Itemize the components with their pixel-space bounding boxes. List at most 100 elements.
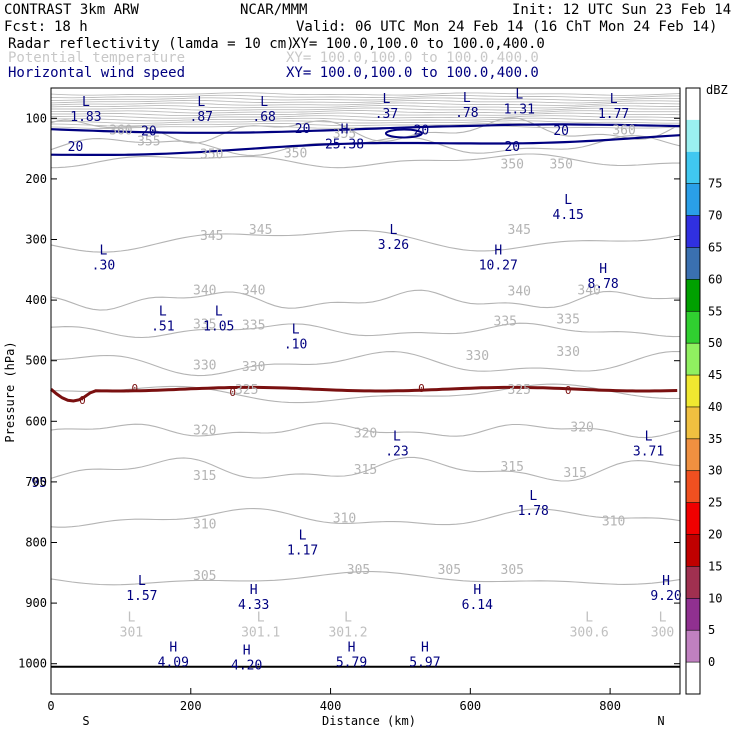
colorbar-swatch (686, 662, 700, 694)
colorbar-label: 5 (708, 623, 715, 637)
extremum-type-L: L (82, 95, 90, 110)
y-tick-label: 100 (25, 111, 47, 125)
colorbar-label: 65 (708, 240, 722, 254)
theta-contour-label: 350 (200, 148, 223, 163)
extremum-value: .37 (375, 107, 398, 122)
y-tick-label: 300 (25, 233, 47, 247)
x-end-label-south: S (82, 714, 89, 728)
y-tick-label: 600 (25, 414, 47, 428)
colorbar-swatch (686, 215, 700, 248)
colorbar-label: 15 (708, 559, 722, 573)
extremum-type-L: L (529, 489, 537, 504)
extrema-markers: L1.83L.87L.68L.37L.78L1.31L1.77H25.38L4.… (70, 87, 681, 673)
wind-contours (50, 123, 681, 156)
theta-contour-upper (50, 125, 681, 129)
colorbar-swatch (686, 88, 700, 120)
extremum-type-L: L (515, 87, 523, 102)
extremum-value: 5.79 (336, 656, 367, 671)
extremum-type-L: L (260, 95, 268, 110)
theta-contour-label: 345 (200, 229, 223, 244)
theta-contour-upper (50, 99, 681, 104)
theta-extremum-value: 301.1 (241, 625, 280, 640)
theta-contour-325 (50, 383, 680, 404)
colorbar-label: 70 (708, 209, 722, 223)
colorbar-title: dBZ (706, 83, 728, 97)
field-name-reflectivity: Radar reflectivity (lamda = 10 cm) (8, 36, 295, 52)
extremum-value: .30 (92, 259, 115, 274)
colorbar-label: 10 (708, 591, 722, 605)
colorbar-swatch (686, 502, 700, 535)
colorbar-label: 45 (708, 368, 722, 382)
y-axis-label: Pressure (hPa) (3, 341, 17, 442)
extremum-value: 1.57 (126, 589, 157, 604)
theta-contour-label: 310 (333, 511, 356, 526)
colorbar-swatch (686, 279, 700, 312)
x-tick-label: 0 (47, 699, 54, 713)
theta-contour-label: 350 (284, 146, 307, 161)
extremum-type-H: H (662, 574, 670, 589)
extremum-value: .78 (455, 106, 478, 121)
x-tick-label: 600 (459, 699, 481, 713)
colorbar: 0 5 10 15 20 25 30 35 40 45 50 55 60 65 70 75 (685, 87, 722, 695)
theta-contour-label: 340 (508, 285, 531, 300)
extremum-type-L: L (138, 574, 146, 589)
theta-contour-label: 330 (193, 359, 216, 374)
theta-contour-label: 335 (242, 319, 265, 334)
theta-contour-305 (50, 571, 681, 586)
extremum-type-L: L (564, 193, 572, 208)
theta-contours (50, 92, 681, 586)
theta-contour-upper (51, 115, 681, 119)
field-name-theta: Potential temperature (8, 50, 185, 66)
x-tick-label: 800 (599, 699, 621, 713)
theta-contour-label: 310 (602, 514, 625, 529)
theta-extremum-type: L (127, 610, 135, 625)
theta-extremum-value: 301 (120, 625, 143, 640)
extremum-value: 1.05 (203, 319, 234, 334)
wind-contour-20-closed (384, 128, 423, 139)
wind-contour-label: 20 (504, 140, 520, 155)
theta-contour-label: 355 (137, 134, 160, 149)
extremum-value: 4.09 (158, 656, 189, 671)
colorbar-swatch (686, 630, 700, 663)
theta-contour-label: 325 (508, 383, 531, 398)
theta-contour-label: 305 (501, 563, 524, 578)
extremum-value: .87 (190, 110, 213, 125)
extremum-type-L: L (463, 91, 471, 106)
extremum-value: .68 (252, 110, 275, 125)
theta-contour-upper (50, 102, 681, 106)
extremum-type-H: H (494, 244, 502, 259)
theta-contour-label: 305 (438, 563, 461, 578)
theta-contour-label: 330 (556, 345, 579, 360)
colorbar-swatch (686, 470, 700, 503)
colorbar-swatch (686, 183, 700, 216)
y-tick-label: 400 (25, 293, 47, 307)
theta-contour-label: 310 (193, 517, 216, 532)
reflectivity-contour-label: 0 (79, 394, 86, 407)
colorbar-label: 30 (708, 464, 722, 478)
extremum-type-H: H (599, 262, 607, 277)
extremum-value: 3.71 (633, 445, 664, 460)
theta-contour-label: 315 (193, 469, 216, 484)
init-time: Init: 12 UTC Sun 23 Feb 14 (512, 2, 731, 18)
wind-contour-label: 20 (414, 123, 430, 138)
extremum-type-H: H (341, 122, 349, 137)
colorbar-label: 25 (708, 496, 722, 510)
theta-contour-label: 305 (347, 563, 370, 578)
colorbar-swatch (686, 247, 700, 280)
colorbar-label: 50 (708, 336, 722, 350)
extremum-value: 1.83 (70, 110, 101, 125)
extremum-value: 1.31 (504, 102, 535, 117)
theta-contour-label: 330 (242, 360, 265, 375)
reflectivity-contour-0 (50, 385, 678, 403)
theta-extremum-type: L (659, 610, 667, 625)
theta-contour-upper (50, 117, 681, 122)
extremum-value: 9.20 (650, 589, 681, 604)
x-axis: 0 200 400 600 800 (47, 688, 621, 713)
theta-extremum-value: 300 (651, 625, 674, 640)
fcst-label: Fcst: (4, 19, 46, 35)
theta-contour-label: 330 (466, 349, 489, 364)
wind-contour-label: 20 (141, 125, 157, 140)
theta-contour-label: 340 (193, 283, 216, 298)
field-xy-wind: XY= 100.0,100.0 to 100.0,400.0 (286, 65, 539, 81)
